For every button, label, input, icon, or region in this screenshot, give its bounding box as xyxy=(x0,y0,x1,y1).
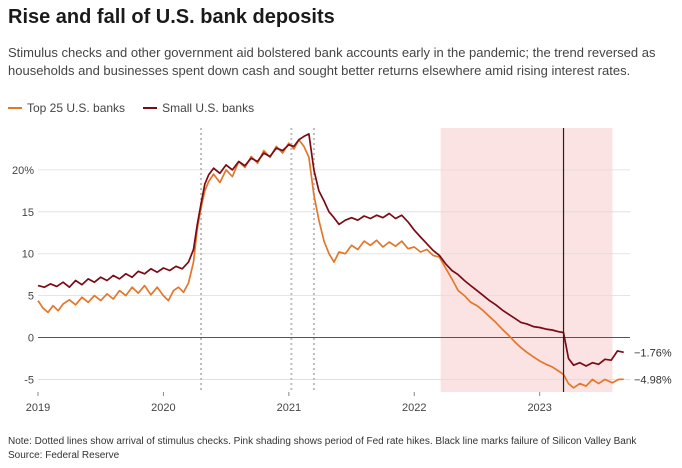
series-line-small xyxy=(37,133,624,367)
y-tick-label: 15 xyxy=(22,207,34,219)
y-tick-label: 20% xyxy=(12,165,34,177)
y-tick-label: 10 xyxy=(22,249,34,261)
legend-swatch-small xyxy=(143,107,158,109)
footnote-note: Note: Dotted lines show arrival of stimu… xyxy=(8,436,637,447)
x-tick-label: 2022 xyxy=(402,402,426,414)
rate-hike-shading xyxy=(440,128,613,392)
end-label-top25: −4.98% xyxy=(634,374,672,386)
x-tick-label: 2023 xyxy=(527,402,551,414)
chart-subtitle: Stimulus checks and other government aid… xyxy=(8,45,656,78)
y-tick-label: 0 xyxy=(28,333,34,345)
footnote-source: Source: Federal Reserve xyxy=(8,450,120,461)
x-tick-label: 2021 xyxy=(277,402,301,414)
legend: Top 25 U.S. banks Small U.S. banks xyxy=(8,101,254,115)
y-tick-label: 5 xyxy=(28,291,34,303)
legend-swatch-top25 xyxy=(8,107,22,109)
series-line-top25 xyxy=(37,138,624,389)
legend-label-top25: Top 25 U.S. banks xyxy=(27,101,126,115)
x-tick-label: 2019 xyxy=(26,402,50,414)
legend-item-top25: Top 25 U.S. banks xyxy=(8,101,125,115)
footnote: Note: Dotted lines show arrival of stimu… xyxy=(8,435,636,463)
legend-item-small: Small U.S. banks xyxy=(143,101,254,115)
end-label-small: −1.76% xyxy=(634,347,672,359)
y-tick-label: -5 xyxy=(24,374,34,386)
legend-label-small: Small U.S. banks xyxy=(162,101,255,115)
x-tick-label: 2020 xyxy=(151,402,175,414)
chart-title: Rise and fall of U.S. bank deposits xyxy=(8,6,335,28)
